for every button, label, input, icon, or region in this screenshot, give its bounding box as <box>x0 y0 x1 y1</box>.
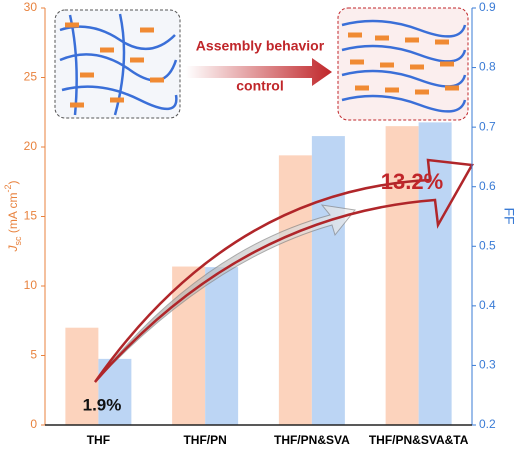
y2-tick-label: 0.8 <box>479 60 496 74</box>
y-axis-label-part: J <box>6 245 20 253</box>
y-tick-label: 10 <box>24 278 38 292</box>
y2-axis-label: FF <box>501 207 517 224</box>
x-tick-label: THF/PN&SVA <box>274 433 350 447</box>
y-axis-label: Jsc (mA cm-2) <box>3 180 23 252</box>
y-tick-label: 20 <box>24 139 38 153</box>
y-axis-label-part: -2 <box>3 184 13 192</box>
y-axis-label-part: sc <box>13 236 23 246</box>
y-axis-label-part: ) <box>6 180 20 184</box>
bar <box>205 267 239 425</box>
x-tick-label: THF <box>87 433 110 447</box>
inset-left <box>54 9 181 119</box>
y2-tick-label: 0.4 <box>479 298 496 312</box>
y2-tick-label: 0.9 <box>479 0 496 14</box>
y2-tick-label: 0.6 <box>479 179 496 193</box>
y-axis-label-part: (mA cm <box>6 193 20 237</box>
bar <box>311 136 345 426</box>
y2-tick-label: 0.5 <box>479 238 496 252</box>
bar <box>278 155 312 425</box>
y-tick-label: 15 <box>24 209 38 223</box>
bar <box>418 122 452 426</box>
process-arrow <box>186 58 332 86</box>
annotation: control <box>236 78 283 94</box>
bar <box>385 126 419 426</box>
bar <box>65 327 99 425</box>
y-tick-label: 5 <box>30 348 37 362</box>
x-tick-label: THF/PN <box>183 433 226 447</box>
y2-tick-label: 0.3 <box>479 358 496 372</box>
annotation: 1.9% <box>83 395 122 414</box>
y-tick-label: 25 <box>24 70 38 84</box>
x-tick-label: THF/PN&SVA&TA <box>369 433 469 447</box>
y-tick-label: 0 <box>30 417 37 431</box>
inset-right <box>337 7 469 121</box>
y2-tick-label: 0.2 <box>479 417 496 431</box>
curve-arrow <box>94 204 356 383</box>
annotation: 13.2% <box>381 169 443 194</box>
annotation: Assembly behavior <box>196 38 325 54</box>
y-tick-label: 30 <box>24 0 38 14</box>
y2-tick-label: 0.7 <box>479 119 496 133</box>
